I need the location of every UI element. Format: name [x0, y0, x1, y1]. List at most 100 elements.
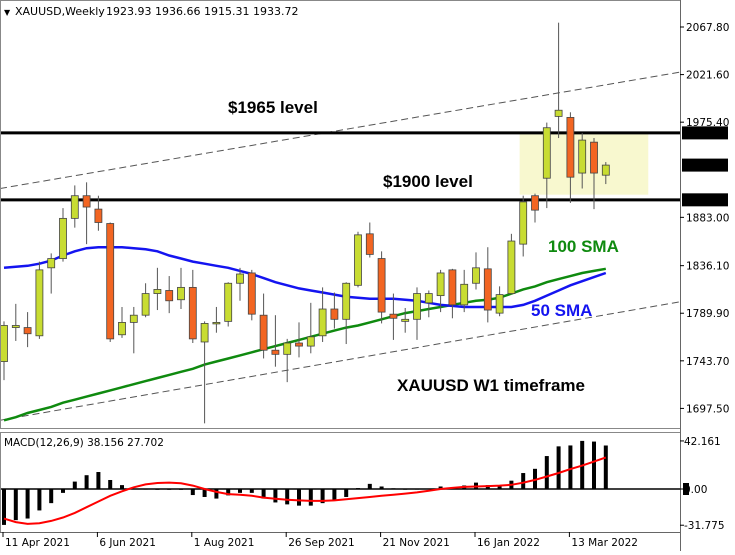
macd-tick-label: -31.775	[684, 520, 725, 532]
macd-histogram-bar	[603, 445, 608, 489]
macd-histogram-bar	[320, 489, 325, 504]
annotation-1965-level: $1965 level	[228, 98, 318, 117]
candle-body	[460, 283, 469, 306]
candle-body	[413, 293, 421, 320]
candle	[224, 282, 233, 327]
candle-body	[448, 269, 457, 306]
macd-histogram-bar	[308, 489, 313, 506]
candle-body	[236, 273, 244, 284]
candle	[448, 268, 457, 319]
candle	[23, 312, 32, 348]
macd-histogram-bar	[249, 489, 254, 493]
macd-histogram-bar	[415, 488, 419, 490]
macd-histogram-bar	[261, 489, 266, 499]
macd-title: MACD(12,26,9) 38.156 27.702	[4, 437, 164, 449]
candle-body	[165, 290, 174, 302]
candle	[601, 162, 610, 185]
candle-body	[424, 293, 433, 304]
date-tick-label: 13 Mar 2022	[571, 537, 638, 549]
candle-body	[35, 269, 44, 337]
candle	[94, 195, 103, 231]
candle	[354, 231, 362, 288]
candle-body	[247, 272, 256, 315]
macd-histogram-bar	[391, 488, 396, 490]
macd-histogram-bar	[214, 489, 219, 499]
candle	[283, 338, 292, 383]
candle-body	[47, 258, 56, 269]
candle-body	[365, 233, 374, 255]
candle	[365, 222, 374, 258]
main-pane-frame	[0, 0, 681, 429]
macd-tick-label: 0.00	[684, 484, 707, 496]
macd-histogram-bar	[2, 489, 6, 525]
candle-body	[295, 342, 303, 347]
sma100-line	[3, 267, 607, 422]
candle-body	[554, 109, 563, 117]
candle	[141, 283, 150, 318]
date-tick-label: 21 Nov 2021	[383, 537, 450, 549]
annotation-50-sma: 50 SMA	[531, 301, 592, 320]
price-badge-label: 1965.00	[684, 128, 727, 140]
macd-histogram-bar	[131, 488, 136, 490]
candle	[483, 247, 492, 323]
macd-pane[interactable]	[0, 440, 680, 525]
macd-histogram-bar	[143, 488, 148, 490]
candle	[342, 282, 351, 345]
macd-histogram-bar	[61, 489, 65, 493]
candle-body	[259, 314, 268, 351]
candle-body	[389, 313, 398, 319]
candle	[188, 269, 197, 344]
candle	[153, 267, 162, 311]
annotation-100-sma: 100 SMA	[548, 237, 619, 256]
candle	[389, 293, 398, 340]
date-tick-label: 26 Sep 2021	[288, 537, 355, 549]
macd-histogram-bar	[438, 486, 443, 489]
candle	[554, 22, 563, 139]
candle	[318, 287, 327, 342]
macd-histogram-bar	[167, 489, 172, 490]
macd-histogram-bar	[497, 485, 502, 489]
price-tick-label: 2067.80	[686, 22, 729, 34]
macd-histogram-bar	[285, 489, 290, 505]
candle	[177, 267, 185, 310]
candle-body	[472, 267, 480, 284]
macd-histogram-bar	[273, 489, 278, 503]
macd-signal-line	[3, 456, 607, 525]
candle-body	[519, 201, 528, 245]
candle	[424, 290, 433, 318]
macd-histogram-bar	[13, 489, 18, 521]
candle	[271, 315, 280, 367]
candle	[59, 208, 67, 262]
macd-histogram-bar	[297, 489, 301, 506]
candle-body	[401, 318, 410, 322]
sma50-line	[3, 245, 607, 309]
price-tick-label: 1836.10	[686, 261, 729, 273]
candle	[118, 306, 126, 338]
axes: 2067.80 2021.60 1975.40 1883.00 1836.10 1789.…	[2, 22, 729, 549]
candle	[401, 307, 410, 333]
candle-body	[1, 325, 8, 362]
collapse-triangle-icon[interactable]: ▼	[4, 8, 11, 17]
candle-body	[318, 308, 327, 337]
candle-body	[495, 294, 504, 314]
candle-body	[342, 282, 351, 320]
price-badge-label: 1933.72	[684, 160, 727, 172]
price-pane[interactable]	[0, 22, 680, 424]
candle-body	[59, 217, 67, 259]
candle-body	[306, 336, 315, 347]
candle-body	[354, 234, 362, 286]
candle	[165, 276, 174, 314]
candle	[70, 185, 79, 228]
candle	[578, 132, 587, 189]
candle-body	[141, 293, 150, 316]
candle	[129, 306, 138, 354]
macd-histogram-bar	[96, 472, 101, 489]
candle	[82, 182, 91, 245]
macd-histogram-bar	[344, 489, 349, 497]
macd-histogram-bar	[556, 446, 561, 489]
annotation-timeframe: XAUUSD W1 timeframe	[397, 376, 585, 395]
macd-histogram-bar	[332, 489, 337, 500]
trend-channel-line-1	[1, 301, 680, 421]
candle	[590, 138, 598, 210]
